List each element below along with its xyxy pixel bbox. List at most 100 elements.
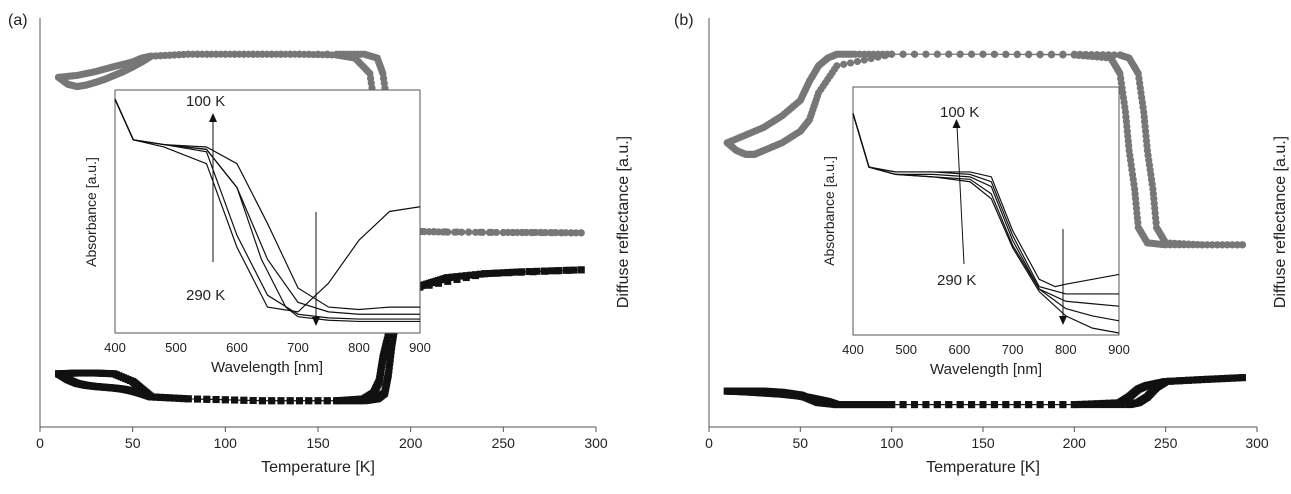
data-point: [175, 394, 183, 402]
y-axis-label: Diffuse reflectance [a.u.]: [615, 136, 632, 308]
data-point: [156, 393, 164, 401]
data-point: [853, 57, 862, 66]
data-point: [277, 397, 285, 405]
trend-arrow-up-head: [209, 113, 217, 122]
data-point: [277, 50, 285, 58]
data-point: [840, 60, 848, 68]
data-point: [1218, 375, 1226, 383]
data-point: [184, 50, 192, 58]
data-point: [1111, 401, 1119, 409]
annotation-100k: 100 K: [940, 104, 979, 121]
data-point: [1082, 50, 1090, 59]
data-point: [231, 50, 239, 58]
data-point: [1171, 377, 1179, 385]
data-point: [385, 366, 393, 374]
inset-x-tick-labels: 400 500 600 700 800 900: [842, 342, 1130, 357]
data-point: [203, 50, 211, 58]
data-point: [1213, 241, 1221, 249]
data-point: [1223, 374, 1231, 382]
data-point: [1104, 51, 1113, 59]
data-point: [1198, 376, 1206, 384]
data-point: [1238, 374, 1246, 382]
data-point: [1098, 401, 1106, 409]
data-point: [1084, 401, 1092, 409]
data-point: [1218, 241, 1226, 249]
data-point: [166, 394, 174, 402]
data-point: [1110, 51, 1118, 59]
data-point: [1228, 374, 1236, 382]
x-tick-labels: 0 50 100 150 200 250 300: [705, 435, 1269, 451]
data-point: [268, 397, 276, 405]
data-point: [1185, 376, 1192, 384]
spectrum-line: [852, 113, 1120, 288]
data-point: [1047, 50, 1056, 58]
data-point: [1233, 374, 1241, 382]
annotation-290k: 290 K: [937, 272, 976, 289]
data-point: [441, 228, 450, 236]
data-point: [444, 274, 452, 282]
data-point: [425, 281, 433, 289]
x-tick-label: 250: [1154, 435, 1178, 451]
x-tick-label: 50: [125, 435, 141, 451]
data-point: [911, 401, 918, 409]
data-point: [538, 229, 546, 237]
x-axis-label: Temperature [K]: [926, 459, 1040, 476]
data-point: [840, 401, 848, 409]
data-point: [558, 229, 566, 237]
data-point: [945, 50, 953, 58]
data-point: [1203, 375, 1211, 383]
data-point: [444, 277, 452, 285]
trend-arrow-up: [956, 125, 965, 265]
panel-label: (b): [674, 12, 694, 29]
inset-x-tick-label: 600: [949, 342, 971, 357]
data-point: [1118, 401, 1126, 409]
data-point: [1189, 376, 1197, 384]
data-point: [1228, 241, 1236, 249]
data-point: [1013, 50, 1021, 58]
inset-y-axis-label: Absorbance [a.u.]: [821, 156, 837, 266]
data-point: [314, 397, 322, 405]
data-point: [1162, 378, 1170, 385]
x-tick-label: 50: [793, 435, 809, 451]
x-tick-label: 250: [492, 435, 516, 451]
data-point: [933, 50, 941, 58]
data-point: [990, 50, 999, 58]
inset-x-tick-label: 700: [287, 340, 309, 355]
data-point: [1059, 50, 1067, 58]
x-tick-marks: [708, 427, 1258, 432]
data-point: [384, 370, 392, 378]
data-point: [386, 358, 394, 366]
data-point: [387, 351, 395, 359]
data-point: [323, 50, 331, 58]
data-point: [881, 401, 889, 409]
data-point: [528, 229, 537, 237]
spectrum-line: [114, 98, 421, 313]
inset-x-tick-label: 400: [842, 342, 864, 357]
data-point: [956, 50, 964, 58]
inset-chart: 400 500 600 700 800 900 Wavelength [nm] …: [83, 89, 431, 376]
data-point: [553, 267, 561, 275]
y-axis-label: Diffuse reflectance [a.u.]: [1272, 136, 1289, 308]
inset-x-tick-label: 600: [226, 340, 248, 355]
inset-x-tick-label: 800: [1055, 342, 1077, 357]
data-point: [258, 397, 266, 405]
data-point: [1213, 375, 1221, 383]
data-point: [899, 401, 907, 409]
data-point: [434, 279, 442, 287]
inset-x-axis-label: Wavelength [nm]: [930, 361, 1042, 378]
inset-frame: [852, 86, 1120, 336]
data-point: [295, 50, 304, 58]
data-point: [314, 50, 322, 58]
data-point: [565, 266, 573, 274]
data-point: [509, 228, 517, 237]
x-tick-label: 300: [1245, 435, 1269, 451]
data-point: [472, 272, 480, 280]
data-point: [1175, 377, 1183, 385]
data-point: [453, 228, 461, 236]
data-point: [170, 394, 178, 402]
data-point: [184, 395, 192, 403]
spectrum-line: [114, 98, 420, 323]
trend-arrow-up-head: [952, 119, 961, 128]
data-point: [874, 53, 882, 61]
data-point: [1223, 241, 1231, 249]
